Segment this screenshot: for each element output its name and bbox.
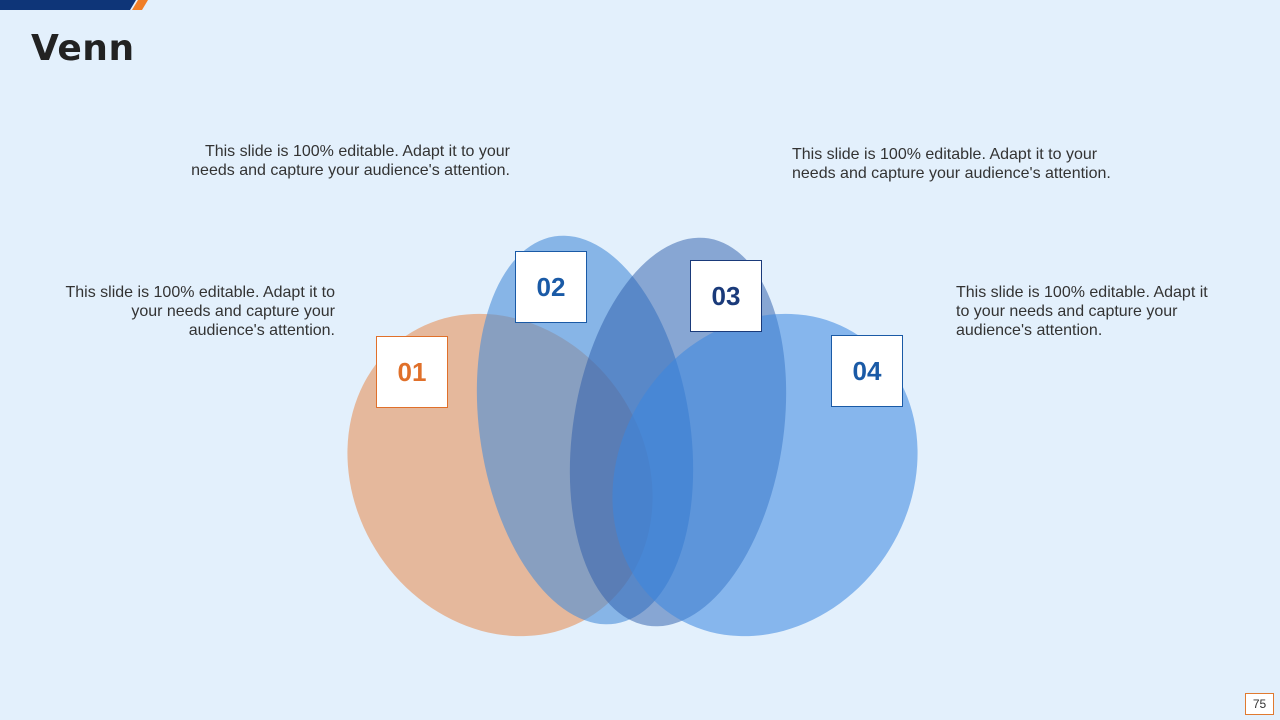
page-title: Venn [31,28,135,69]
header-accent-bar [0,0,148,10]
petal-03-description: This slide is 100% editable. Adapt it to… [792,146,1111,182]
petal-01-number: 01 [376,336,448,408]
petal-02-description: This slide is 100% editable. Adapt it to… [191,143,510,179]
petal-03-number: 03 [690,260,762,332]
petal-02-number: 02 [515,251,587,323]
petal-04-description: This slide is 100% editable. Adapt it to… [956,284,1208,339]
petal-04-number: 04 [831,335,903,407]
page-number: 75 [1245,693,1274,715]
petal-01-description: This slide is 100% editable. Adapt it to… [65,284,336,339]
